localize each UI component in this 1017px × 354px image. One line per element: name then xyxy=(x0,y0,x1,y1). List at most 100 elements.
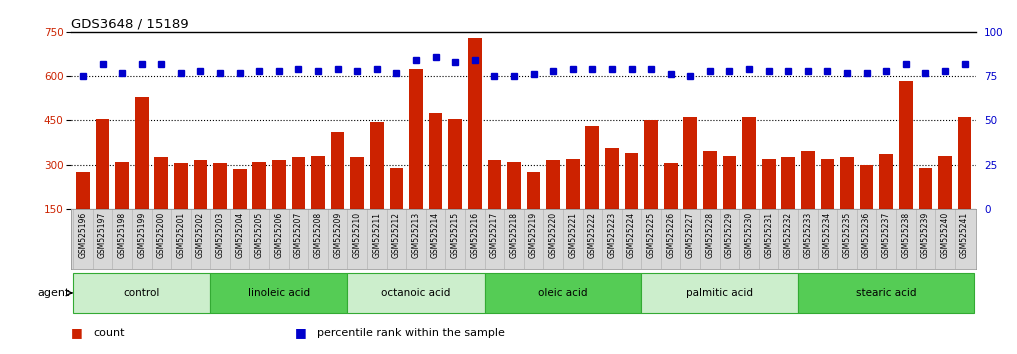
Text: ■: ■ xyxy=(71,326,83,339)
Text: GSM525199: GSM525199 xyxy=(137,212,146,258)
Text: GDS3648 / 15189: GDS3648 / 15189 xyxy=(71,18,189,31)
Bar xyxy=(448,119,462,253)
Bar xyxy=(781,157,795,253)
Text: ■: ■ xyxy=(295,326,307,339)
Text: GSM525216: GSM525216 xyxy=(470,212,479,258)
Text: stearic acid: stearic acid xyxy=(856,288,916,298)
Text: GSM525230: GSM525230 xyxy=(744,212,754,258)
Text: GSM525213: GSM525213 xyxy=(412,212,420,258)
Bar xyxy=(840,157,854,253)
Bar xyxy=(798,273,974,313)
Text: GSM525228: GSM525228 xyxy=(706,212,714,258)
Bar xyxy=(331,132,345,253)
Text: GSM525204: GSM525204 xyxy=(235,212,244,258)
Bar xyxy=(859,165,874,253)
Bar xyxy=(409,69,423,253)
Bar xyxy=(233,169,246,253)
Text: GSM525201: GSM525201 xyxy=(176,212,185,258)
Bar xyxy=(348,273,484,313)
Bar xyxy=(644,120,658,253)
Text: GSM525226: GSM525226 xyxy=(666,212,675,258)
Bar xyxy=(801,152,815,253)
Bar xyxy=(664,163,677,253)
Bar xyxy=(918,167,933,253)
Text: palmitic acid: palmitic acid xyxy=(686,288,754,298)
Text: GSM525236: GSM525236 xyxy=(862,212,872,258)
Bar xyxy=(96,119,110,253)
Bar xyxy=(703,152,717,253)
Bar xyxy=(370,122,383,253)
Bar xyxy=(468,38,482,253)
Text: GSM525220: GSM525220 xyxy=(548,212,557,258)
Bar xyxy=(487,160,501,253)
Text: GSM525202: GSM525202 xyxy=(196,212,205,258)
Text: GSM525214: GSM525214 xyxy=(431,212,440,258)
Bar xyxy=(193,160,207,253)
Text: GSM525224: GSM525224 xyxy=(627,212,636,258)
Bar xyxy=(135,97,148,253)
Text: agent: agent xyxy=(38,288,70,298)
Bar xyxy=(429,113,442,253)
Bar xyxy=(211,273,348,313)
Bar xyxy=(642,273,798,313)
Bar xyxy=(155,157,168,253)
Text: GSM525229: GSM525229 xyxy=(725,212,734,258)
Text: GSM525233: GSM525233 xyxy=(803,212,813,258)
Text: GSM525215: GSM525215 xyxy=(451,212,460,258)
Text: GSM525219: GSM525219 xyxy=(529,212,538,258)
Bar xyxy=(546,160,560,253)
Bar xyxy=(252,162,266,253)
Text: GSM525223: GSM525223 xyxy=(607,212,616,258)
Text: linoleic acid: linoleic acid xyxy=(248,288,310,298)
Text: GSM525196: GSM525196 xyxy=(78,212,87,258)
Bar xyxy=(586,126,599,253)
Text: GSM525231: GSM525231 xyxy=(764,212,773,258)
Text: GSM525212: GSM525212 xyxy=(392,212,401,258)
Bar xyxy=(624,153,639,253)
Text: GSM525210: GSM525210 xyxy=(353,212,362,258)
Bar xyxy=(565,159,580,253)
Text: GSM525218: GSM525218 xyxy=(510,212,519,258)
Text: GSM525241: GSM525241 xyxy=(960,212,969,258)
Bar xyxy=(351,157,364,253)
Text: GSM525208: GSM525208 xyxy=(313,212,322,258)
Text: GSM525225: GSM525225 xyxy=(647,212,656,258)
Bar xyxy=(821,159,834,253)
Bar xyxy=(214,163,227,253)
Bar xyxy=(390,167,404,253)
Text: GSM525234: GSM525234 xyxy=(823,212,832,258)
Bar xyxy=(174,163,188,253)
Text: GSM525217: GSM525217 xyxy=(490,212,499,258)
Text: GSM525232: GSM525232 xyxy=(784,212,792,258)
Bar xyxy=(311,156,324,253)
Bar xyxy=(742,118,756,253)
Bar xyxy=(484,273,642,313)
Bar xyxy=(527,172,540,253)
Text: GSM525207: GSM525207 xyxy=(294,212,303,258)
Bar xyxy=(115,162,129,253)
Bar xyxy=(272,160,286,253)
Text: GSM525198: GSM525198 xyxy=(118,212,127,258)
Text: GSM525200: GSM525200 xyxy=(157,212,166,258)
Bar xyxy=(73,273,211,313)
Text: GSM525237: GSM525237 xyxy=(882,212,891,258)
Text: oleic acid: oleic acid xyxy=(538,288,588,298)
Text: GSM525211: GSM525211 xyxy=(372,212,381,258)
Bar xyxy=(683,118,697,253)
Text: control: control xyxy=(123,288,160,298)
Bar xyxy=(76,172,89,253)
Text: GSM525205: GSM525205 xyxy=(255,212,263,258)
Text: GSM525197: GSM525197 xyxy=(98,212,107,258)
Text: GSM525240: GSM525240 xyxy=(941,212,950,258)
Text: GSM525222: GSM525222 xyxy=(588,212,597,258)
Text: percentile rank within the sample: percentile rank within the sample xyxy=(317,328,505,338)
Bar xyxy=(292,157,305,253)
Text: count: count xyxy=(94,328,125,338)
Bar xyxy=(507,162,521,253)
Text: GSM525235: GSM525235 xyxy=(842,212,851,258)
Bar xyxy=(899,80,912,253)
Text: GSM525209: GSM525209 xyxy=(334,212,342,258)
Text: GSM525206: GSM525206 xyxy=(275,212,284,258)
Text: GSM525239: GSM525239 xyxy=(920,212,930,258)
Bar xyxy=(762,159,776,253)
